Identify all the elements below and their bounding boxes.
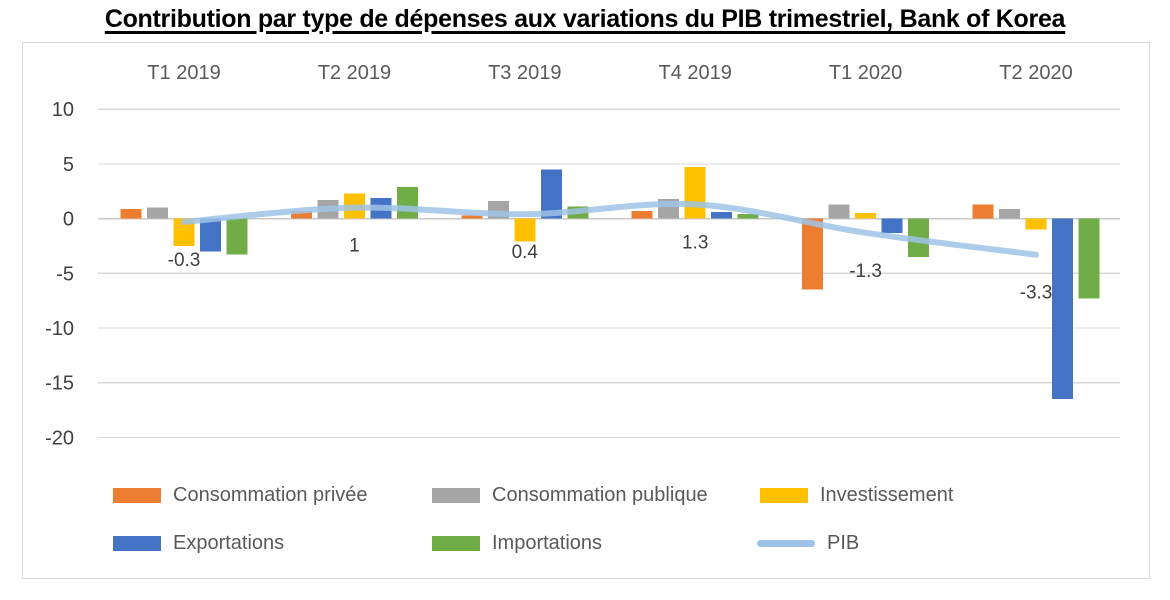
- legend-swatch-pib: [757, 539, 815, 547]
- x-axis-category-label: T3 2019: [488, 62, 561, 84]
- y-axis-tick-label: -5: [56, 263, 74, 285]
- bar-investissement-t3-2019: [514, 218, 536, 242]
- bar-importations-t4-2019: [737, 214, 759, 219]
- bar-exportations-t2-2020: [1052, 218, 1073, 400]
- bar-consommation-publique-t1-2020: [828, 204, 850, 219]
- y-axis-tick-label: -15: [45, 373, 74, 395]
- bar-exportations-t1-2020: [881, 218, 903, 233]
- legend-item-importations: Importations: [432, 528, 602, 558]
- y-axis-tick-label: -20: [45, 427, 74, 449]
- bar-investissement-t2-2020: [1025, 218, 1047, 230]
- pib-data-label: 1: [349, 236, 360, 257]
- legend-label: Investissement: [820, 483, 954, 506]
- legend-item-consommation-publique: Consommation publique: [432, 480, 708, 510]
- bar-exportations-t1-2019: [200, 218, 221, 252]
- legend-item-pib: PIB: [757, 528, 859, 558]
- bar-investissement-t4-2019: [684, 167, 706, 219]
- legend-swatch-investissement: [760, 487, 808, 503]
- bar-investissement-t1-2020: [855, 213, 877, 219]
- legend-label: Consommation publique: [492, 483, 708, 506]
- bar-investissement-t1-2019: [173, 218, 195, 246]
- bar-consommation-privee-t1-2019: [120, 208, 142, 219]
- legend-label: PIB: [827, 531, 860, 554]
- legend-label: Consommation privée: [173, 483, 368, 506]
- pib-data-label: -1.3: [849, 261, 882, 282]
- pib-data-label: -0.3: [168, 250, 201, 271]
- legend-swatch-importations: [432, 535, 480, 551]
- bar-exportations-t3-2019: [540, 169, 562, 219]
- legend-swatch-exportations: [113, 535, 161, 551]
- legend-item-consommation-privee: Consommation privée: [113, 480, 368, 510]
- bar-consommation-publique-t2-2020: [999, 208, 1020, 219]
- x-axis-category-label: T2 2020: [999, 62, 1072, 84]
- legend-item-exportations: Exportations: [113, 528, 284, 558]
- bar-consommation-privee-t2-2020: [972, 204, 994, 219]
- x-axis-category-label: T1 2020: [829, 62, 902, 84]
- pib-data-label: 0.4: [512, 242, 539, 263]
- legend-swatch-consommation-publique: [432, 487, 480, 503]
- legend-label: Importations: [492, 531, 603, 554]
- bar-exportations-t4-2019: [711, 212, 733, 219]
- y-axis-tick-label: -10: [45, 318, 74, 340]
- bar-consommation-privee-t4-2019: [631, 210, 653, 219]
- pib-line: [181, 200, 1039, 258]
- bar-consommation-publique-t1-2019: [147, 207, 168, 219]
- chart-title: Contribution par type de dépenses aux va…: [104, 5, 1066, 33]
- x-axis-category-label: T1 2019: [147, 62, 220, 84]
- pib-data-label: -3.3: [1020, 283, 1053, 304]
- bar-importations-t2-2020: [1078, 218, 1100, 299]
- x-axis-category-label: T4 2019: [659, 62, 732, 84]
- bar-importations-t1-2019: [226, 218, 248, 255]
- bar-importations-t2-2019: [396, 186, 418, 219]
- y-axis-tick-label: 10: [52, 99, 74, 121]
- bar-consommation-privee-t3-2019: [461, 215, 483, 219]
- bar-consommation-privee-t1-2020: [802, 218, 824, 290]
- x-axis-category-label: T2 2019: [318, 62, 391, 84]
- pib-data-label: 1.3: [682, 232, 708, 253]
- y-axis-tick-label: 0: [63, 209, 74, 231]
- legend-label: Exportations: [173, 531, 285, 554]
- legend-swatch-consommation-privee: [113, 487, 161, 503]
- chart-frame: [22, 42, 1150, 579]
- legend-item-investissement: Investissement: [760, 480, 953, 510]
- bar-consommation-privee-t2-2019: [290, 210, 312, 219]
- y-axis-tick-label: 5: [63, 154, 74, 176]
